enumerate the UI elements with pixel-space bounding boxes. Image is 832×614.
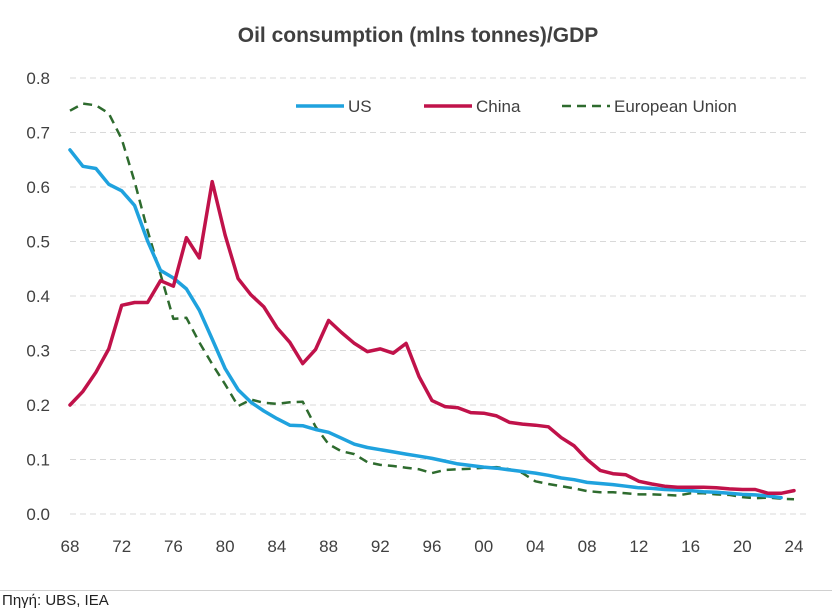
x-tick-label: 16 [681,537,700,556]
x-tick-label: 80 [216,537,235,556]
x-tick-label: 04 [526,537,545,556]
chart: Oil consumption (mlns tonnes)/GDP 0.0 0.1… [26,24,808,556]
x-tick-label: 12 [629,537,648,556]
x-tick-label: 88 [319,537,338,556]
series-line-china [68,179,796,496]
legend-label: China [476,97,521,116]
chart-title: Oil consumption (mlns tonnes)/GDP [238,24,599,47]
series-line-us [68,148,783,500]
legend: US China European Union [296,97,737,116]
series-lines [68,102,796,501]
x-tick-label: 72 [112,537,131,556]
y-tick-label: 0.8 [26,69,50,88]
x-tick-label: 96 [423,537,442,556]
y-tick-label: 0.7 [26,124,50,143]
x-tick-label: 08 [578,537,597,556]
y-tick-label: 0.6 [26,178,50,197]
x-tick-label: 24 [785,537,804,556]
gridlines [70,77,808,515]
x-tick-label: 68 [61,537,80,556]
legend-label: European Union [614,97,737,116]
legend-label: US [348,97,372,116]
footer-divider [0,590,832,591]
y-tick-label: 0.3 [26,342,50,361]
y-tick-label: 0.5 [26,233,50,252]
y-tick-label: 0.4 [26,287,50,306]
x-tick-label: 20 [733,537,752,556]
y-tick-label: 0.0 [26,505,50,524]
x-tick-label: 92 [371,537,390,556]
x-tick-label: 76 [164,537,183,556]
series-line-european-union [69,102,795,501]
x-tick-label: 00 [474,537,493,556]
source-note: Πηγή: UBS, IEA [2,592,109,609]
x-axis-tick-labels: 68 72 76 80 84 88 92 96 00 04 08 12 16 20 24 [61,537,804,556]
y-axis-tick-labels: 0.0 0.1 0.2 0.3 0.4 0.5 0.6 0.7 0.8 [26,69,50,524]
y-tick-label: 0.2 [26,396,50,415]
y-tick-label: 0.1 [26,451,50,470]
x-tick-label: 84 [267,537,286,556]
